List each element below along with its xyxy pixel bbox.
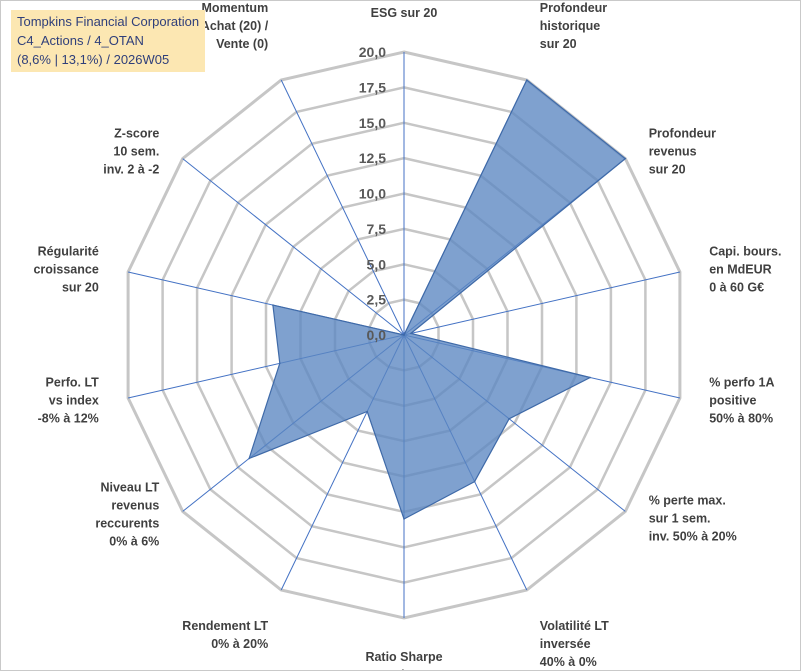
axis-spoke xyxy=(280,79,405,336)
title-box: Tompkins Financial Corporation C4_Action… xyxy=(11,10,206,72)
tick-label: 12,5 xyxy=(359,150,386,166)
category-label: % perfo 1A positive 50% à 80% xyxy=(709,375,774,425)
category-label: Profondeur historique sur 20 xyxy=(540,1,607,51)
data-point xyxy=(403,334,405,336)
tick-labels: 0,0 2,5 5,0 7,5 10,0 12,5 15,0 17,5 20,0 xyxy=(359,44,386,343)
data-point xyxy=(403,518,405,520)
tick-label: 7,5 xyxy=(367,221,387,237)
tick-label: 17,5 xyxy=(359,79,386,95)
tick-label: 2,5 xyxy=(367,292,387,308)
data-point xyxy=(272,304,274,306)
category-label: Momentum Achat (20) / Vente (0) xyxy=(201,1,269,51)
data-point xyxy=(279,362,281,365)
series-layer xyxy=(248,79,627,520)
title-line-company: Tompkins Financial Corporation xyxy=(17,14,200,29)
category-label: Perfo. LT vs index -8% à 12% xyxy=(38,375,100,425)
data-point xyxy=(473,480,476,483)
category-label: Ratio Sharpe0 à 1 xyxy=(365,650,442,670)
category-label: Rendement LT 0% à 20% xyxy=(182,619,268,651)
data-point xyxy=(508,418,510,420)
tick-label: 15,0 xyxy=(359,115,386,131)
tick-label: 5,0 xyxy=(367,256,387,272)
data-point xyxy=(589,376,591,379)
category-label: Profondeur revenus sur 20 xyxy=(649,127,716,177)
axis-spoke xyxy=(403,271,681,336)
title-line-portfolio: C4_Actions / 4_OTAN xyxy=(17,33,144,48)
axis-spoke xyxy=(182,158,405,336)
category-label: Z-score 10 sem. inv. 2 à -2 xyxy=(103,127,159,177)
data-point xyxy=(248,457,250,460)
category-label: % perte max. sur 1 sem. inv. 50% à 20% xyxy=(649,493,737,543)
data-point xyxy=(624,157,627,160)
title-line-performance: (8,6% | 13,1%) / 2026W05 xyxy=(17,52,170,67)
category-label: Régularité croissance sur 20 xyxy=(33,245,98,295)
data-point xyxy=(410,332,412,335)
tick-label: 20,0 xyxy=(359,44,386,60)
category-label: Volatilité LT inversée 40% à 0% xyxy=(540,619,609,669)
tick-label: 10,0 xyxy=(359,186,386,202)
tick-label: 0,0 xyxy=(367,327,387,343)
data-point xyxy=(526,79,528,81)
data-point xyxy=(366,410,369,413)
category-label: Capi. bours. en MdEUR 0 à 60 G€ xyxy=(709,245,781,295)
category-label: Niveau LT revenus reccurents 0% à 6% xyxy=(95,480,159,548)
category-label: NoteESG sur 20 xyxy=(371,1,438,20)
